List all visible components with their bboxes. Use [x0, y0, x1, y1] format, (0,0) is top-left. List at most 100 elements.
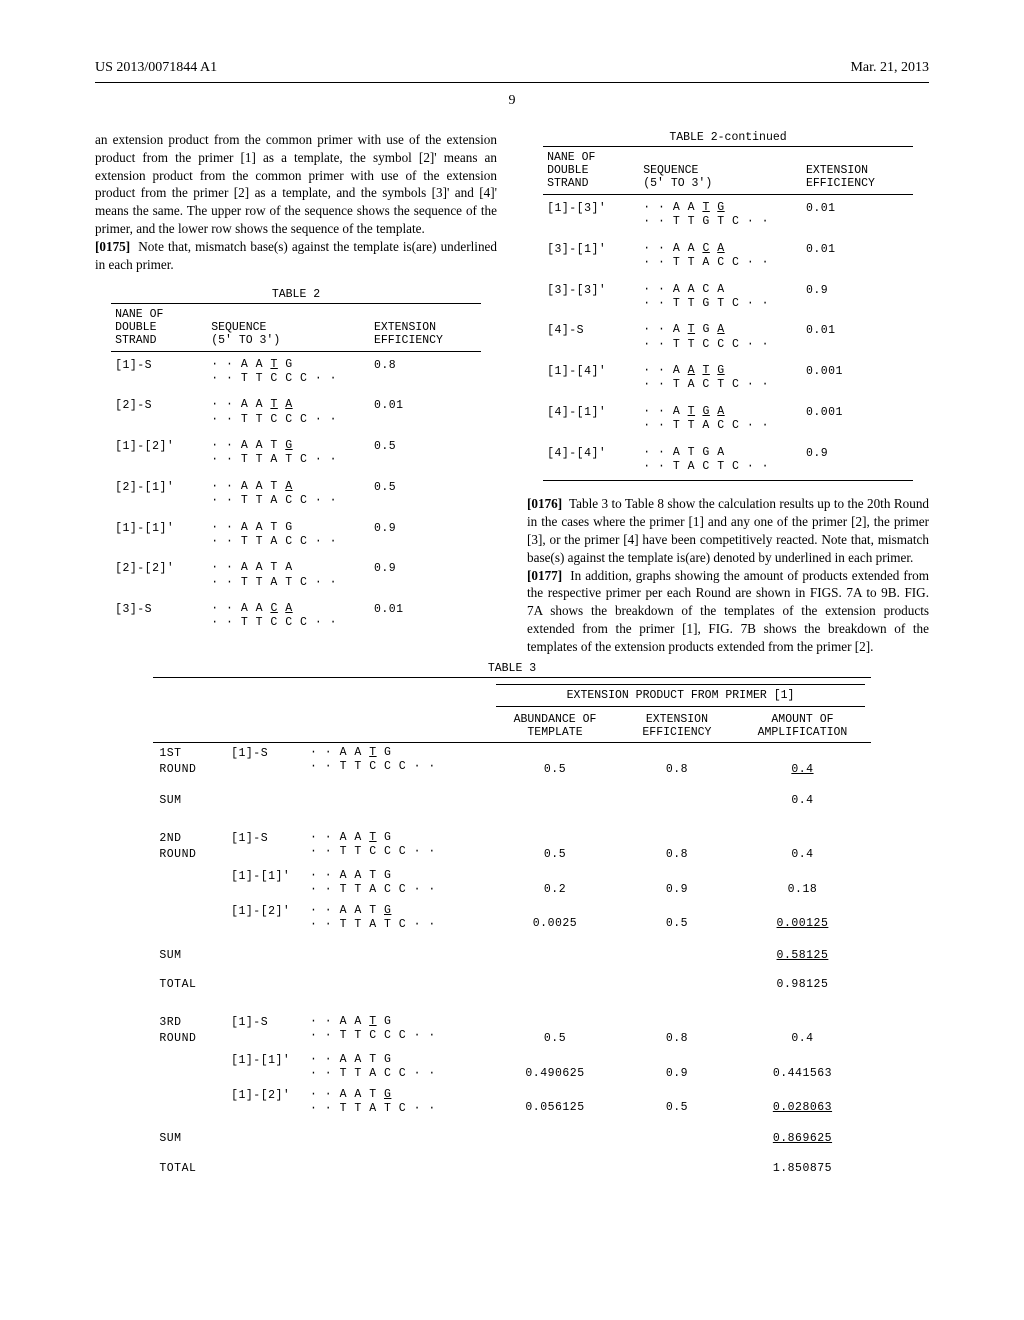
total-value: 0.98125 [734, 967, 870, 996]
sequence-cell: · · A A T G· · T T G T C · · [639, 195, 802, 236]
table-row: 3RD ROUND[1]-S· · A A T G· · T T C C C ·… [153, 1012, 870, 1050]
efficiency-cell: 0.5 [370, 433, 481, 474]
abundance-cell: 0.5 [490, 743, 619, 781]
strand-name: [2]-[1]' [111, 474, 207, 515]
sum-value: 0.4 [734, 781, 870, 812]
running-header: US 2013/0071844 A1 Mar. 21, 2013 [95, 60, 929, 76]
round-label: 2ND ROUND [153, 828, 225, 866]
sequence-template: · · T T A T C · · [211, 453, 366, 467]
efficiency-cell: 0.01 [370, 596, 481, 637]
sequence-template: · · T T A C C · · [643, 419, 798, 433]
strand-name: [1]-[2]' [225, 1085, 304, 1120]
table3-title: TABLE 3 [95, 662, 929, 675]
efficiency-cell: 0.01 [802, 236, 913, 277]
table2cont-body-table: [1]-[3]'· · A A T G· · T T G T C · ·0.01… [543, 195, 913, 480]
table-row: [4]-[4]'· · A T G A· · T A C T C · ·0.9 [543, 440, 913, 481]
table2-h1: NANE OF DOUBLE STRAND [111, 304, 207, 351]
table-row: [4]-S· · A T G A· · T T C C C · ·0.01 [543, 317, 913, 358]
sequence-cell: · · A T G A· · T T A C C · · [639, 399, 802, 440]
table2cont-title: TABLE 2-continued [527, 131, 929, 144]
table-row: [1]-[4]' · · A A T G· · T A C T C · · 0.00… [543, 358, 913, 399]
sequence-primer: · · A A T G [643, 364, 798, 378]
strand-name: [1]-S [225, 743, 304, 781]
sequence-cell: · · A A T G· · T T C C C · · [304, 828, 490, 866]
paragraph-0177: [0177] In addition, graphs showing the a… [527, 567, 929, 656]
sequence-template: · · T T C C C · · [310, 760, 484, 774]
round-label: 1ST ROUND [153, 743, 225, 781]
table-row: [1]-[1]'· · A A T G· · T T A C C · ·0.9 [111, 515, 481, 556]
abundance-cell: 0.0025 [490, 901, 619, 936]
t3h3a: ABUNDANCE OF [514, 713, 597, 726]
spacer-row [153, 996, 870, 1012]
efficiency-cell: 0.01 [370, 392, 481, 433]
sequence-cell: · · A A C A· · T T A C C · · [639, 236, 802, 277]
efficiency-cell: 0.5 [370, 474, 481, 515]
strand-name: [4]-[4]' [543, 440, 639, 481]
efficiency-cell: 0.001 [802, 399, 913, 440]
table-row: [2]-[2]'· · A A T A· · T T A T C · ·0.9 [111, 555, 481, 596]
sequence-cell: · · A A C A· · T T G T C · · [639, 277, 802, 318]
paragraph-0175: [0175] Note that, mismatch base(s) again… [95, 238, 497, 274]
amplification-cell: 0.028063 [734, 1085, 870, 1120]
para-label-0176: [0176] [527, 496, 562, 511]
amplification-cell: 0.4 [734, 743, 870, 781]
table2-title: TABLE 2 [95, 288, 497, 301]
sequence-template: · · T T A C C · · [310, 883, 484, 897]
efficiency-cell: 0.8 [620, 1012, 735, 1050]
table-row: [2]-S· · A A T A· · T T C C C · ·0.01 [111, 392, 481, 433]
sequence-primer: · · A T G A [643, 405, 798, 419]
spacer-row [153, 1180, 870, 1196]
sequence-cell: · · A A T G· · T T C C C · · [304, 1012, 490, 1050]
sequence-cell: · · A A T G· · T T A T C · · [207, 433, 370, 474]
strand-name: [1]-[1]' [111, 515, 207, 556]
sequence-cell: · · A A T G· · T T A C C · · [304, 866, 490, 901]
amplification-cell: 0.4 [734, 828, 870, 866]
page: US 2013/0071844 A1 Mar. 21, 2013 9 an ex… [0, 0, 1024, 1320]
efficiency-cell: 0.001 [802, 358, 913, 399]
table-row: [4]-[1]'· · A T G A· · T T A C C · ·0.00… [543, 399, 913, 440]
strand-name: [2]-[2]' [111, 555, 207, 596]
sequence-cell: · · A A C A· · T T C C C · · [207, 596, 370, 637]
table-row: [1]-[2]'· · A A T G· · T T A T C · ·0.00… [153, 901, 870, 936]
efficiency-cell: 0.01 [802, 195, 913, 236]
strand-name: [4]-[1]' [543, 399, 639, 440]
t2h1b: DOUBLE [115, 321, 156, 334]
sequence-template: · · T A C T C · · [643, 378, 798, 392]
table2-body: [1]-S· · A A T G· · T T C C C · ·0.8[2]-… [111, 352, 481, 637]
sequence-primer: · · A A T A [211, 398, 366, 412]
sequence-primer: · · A A T G [310, 869, 484, 883]
intro-paragraph: an extension product from the common pri… [95, 131, 497, 238]
strand-name: [1]-[1]' [225, 866, 304, 901]
t2h2b: (5' TO 3') [211, 334, 280, 347]
t3-h5: AMOUNT OF AMPLIFICATION [734, 710, 870, 742]
t3h3b: TEMPLATE [527, 726, 582, 739]
strand-name: [1]-[4]' [543, 358, 639, 399]
table-row: [1]-[2]'· · A A T G· · T T A T C · ·0.5 [111, 433, 481, 474]
sequence-primer: · · A T G A [643, 446, 798, 460]
para-0177-text: In addition, graphs showing the amount o… [527, 568, 929, 654]
strand-name: [1]-[1]' [225, 1050, 304, 1085]
sequence-template: · · T T A C C · · [310, 1067, 484, 1081]
t2c-h1: NANE OF DOUBLE STRAND [543, 147, 639, 194]
para-label-0175: [0175] [95, 239, 130, 254]
sequence-primer: · · A A C A [643, 283, 798, 297]
efficiency-cell: 0.8 [620, 743, 735, 781]
efficiency-cell: 0.9 [370, 515, 481, 556]
sequence-template: · · T T C C C · · [310, 1029, 484, 1043]
strand-name: [1]-[3]' [543, 195, 639, 236]
sequence-cell: · · A A T G· · T T C C C · · [207, 352, 370, 393]
t2h3b: EFFICIENCY [374, 334, 443, 347]
strand-name: [4]-S [543, 317, 639, 358]
sequence-primer: · · A A C A [643, 242, 798, 256]
sequence-cell: · · A A T G· · T T C C C · · [304, 743, 490, 781]
efficiency-cell: 0.9 [802, 277, 913, 318]
t2h2a: SEQUENCE [211, 321, 266, 334]
t3h5b: AMPLIFICATION [758, 726, 848, 739]
sequence-cell: · · A A T G· · T T A T C · · [304, 1085, 490, 1120]
efficiency-cell: 0.9 [802, 440, 913, 481]
table3-header-row: ABUNDANCE OF TEMPLATE EXTENSION EFFICIEN… [153, 710, 870, 742]
table2-h3: EXTENSION EFFICIENCY [370, 304, 481, 351]
t2ch2b: (5' TO 3') [643, 177, 712, 190]
header-rule [95, 82, 929, 83]
sequence-primer: · · A T G A [643, 323, 798, 337]
